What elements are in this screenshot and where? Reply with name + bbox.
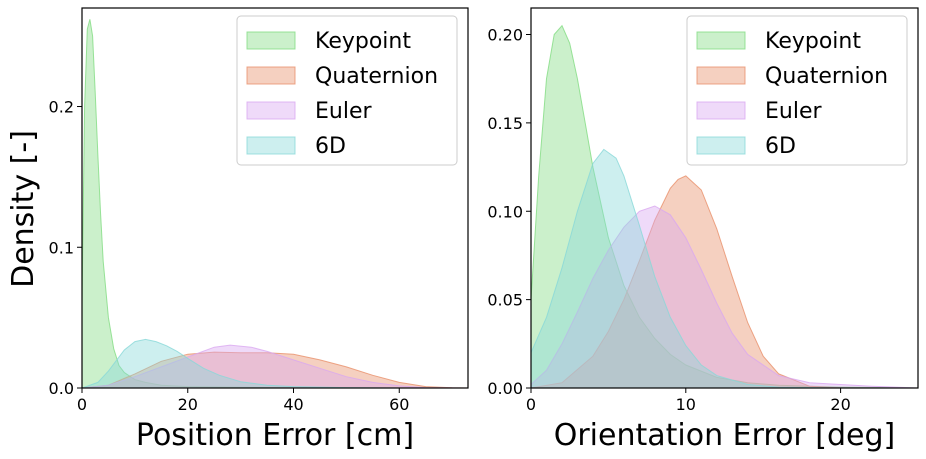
- legend-swatch-6d: [696, 136, 746, 155]
- density-area-euler: [531, 205, 918, 388]
- orientation-error-panel: 0 10 20 0.00 0.05 0.10 0.15 0.20 Orientation Err…: [487, 7, 919, 453]
- legend-label-euler: Euler: [315, 99, 372, 124]
- axes-frame: [530, 7, 919, 389]
- legend-label-6d: 6D: [315, 134, 346, 159]
- y-tick-label: 0.2: [49, 98, 74, 117]
- legend-swatch-keypoint: [696, 31, 746, 50]
- x-tick-label: 60: [389, 395, 409, 414]
- legend-frame: [236, 15, 458, 166]
- density-area-quaternion: [531, 175, 918, 388]
- density-area-6d: [531, 148, 918, 388]
- y-tick-label: 0.1: [49, 238, 74, 257]
- legend-label-euler: Euler: [765, 99, 822, 124]
- x-tick-label: 40: [283, 395, 303, 414]
- legend-swatch-euler: [696, 101, 746, 120]
- legend-swatch-quaternion: [696, 66, 746, 85]
- x-axis-label: Orientation Error [deg]: [554, 418, 896, 453]
- x-axis-label: Position Error [cm]: [136, 418, 414, 453]
- legend-swatch-euler: [246, 101, 296, 120]
- y-tick-label: 0.05: [487, 291, 523, 310]
- density-area-euler: [82, 344, 468, 388]
- x-tick-label: 10: [676, 395, 696, 414]
- legend-swatch-6d: [246, 136, 296, 155]
- axes-frame: [81, 7, 469, 389]
- x-tick-label: 20: [178, 395, 198, 414]
- x-tick-label: 0: [526, 395, 536, 414]
- plot-area: [82, 19, 468, 388]
- legend-label-keypoint: Keypoint: [315, 29, 411, 54]
- position-error-panel: 0 20 40 60 0.0 0.1 0.2 Position Error [cm] Keypo…: [49, 7, 469, 453]
- x-tick-label: 20: [830, 395, 850, 414]
- y-tick-label: 0.15: [487, 114, 523, 133]
- legend: Keypoint Quaternion Euler 6D: [686, 15, 908, 166]
- legend-frame: [686, 15, 908, 166]
- legend-swatch-quaternion: [246, 66, 296, 85]
- legend-label-6d: 6D: [765, 134, 796, 159]
- y-axis-label: Density [-]: [6, 130, 41, 288]
- legend-swatch-keypoint: [246, 31, 296, 50]
- y-tick-label: 0.00: [487, 379, 523, 398]
- density-area-quaternion: [82, 351, 468, 388]
- y-tick-label: 0.10: [487, 202, 523, 221]
- y-tick-label: 0.0: [49, 379, 74, 398]
- density-area-keypoint: [531, 24, 918, 388]
- plot-area: [531, 24, 918, 388]
- legend-label-keypoint: Keypoint: [765, 29, 861, 54]
- legend-label-quaternion: Quaternion: [315, 64, 438, 89]
- legend: Keypoint Quaternion Euler 6D: [236, 15, 458, 166]
- y-tick-label: 0.20: [487, 26, 523, 45]
- x-tick-label: 0: [77, 395, 87, 414]
- legend-label-quaternion: Quaternion: [765, 64, 888, 89]
